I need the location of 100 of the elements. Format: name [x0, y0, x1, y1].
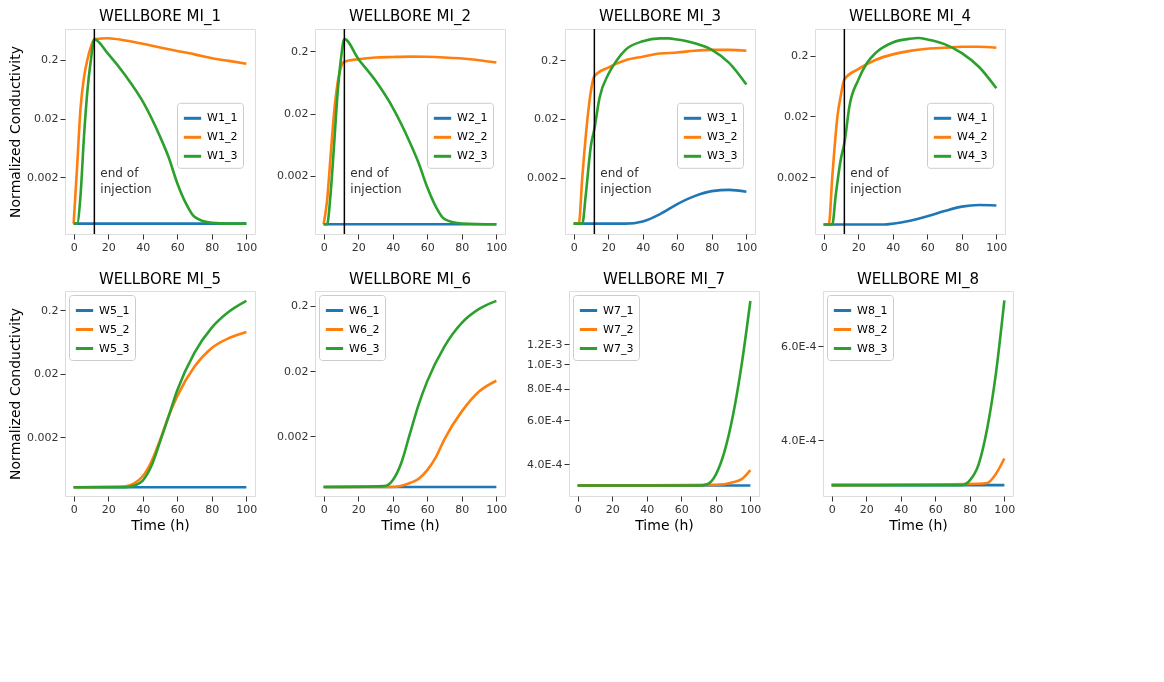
y-tick-label: 6.0E-4: [781, 339, 817, 353]
y-tick-label: 4.0E-4: [527, 457, 563, 471]
x-tick-label: 100: [236, 502, 258, 516]
x-tick-label: 100: [994, 502, 1016, 516]
x-tick-label: 20: [605, 502, 620, 516]
y-axis-title: Normalized Conductivity: [7, 46, 24, 218]
y-tick-label: 6.0E-4: [527, 413, 563, 427]
legend-label: W8_2: [857, 322, 888, 336]
legend-label: W3_2: [707, 130, 738, 144]
x-tick-label: 20: [859, 502, 874, 516]
x-tick-label: 20: [351, 502, 366, 516]
legend-label: W8_3: [857, 341, 888, 355]
ref-line-label: end of injection: [600, 165, 652, 196]
legend-label: W4_1: [957, 111, 988, 125]
x-tick-label: 0: [70, 502, 78, 516]
legend-label: W7_1: [603, 303, 634, 317]
y-tick-label: 0.2: [791, 49, 809, 63]
chart-title: WELLBORE MI_1: [99, 7, 221, 27]
y-tick-label: 0.02: [34, 367, 59, 381]
chart-title: WELLBORE MI_5: [99, 270, 221, 289]
legend-label: W4_3: [957, 149, 988, 163]
chart-title: WELLBORE MI_7: [603, 270, 725, 289]
y-tick-label: 4.0E-4: [781, 433, 817, 447]
y-tick-label: 0.002: [777, 170, 809, 184]
legend-label: W1_2: [207, 130, 238, 144]
x-tick-label: 40: [886, 240, 901, 254]
x-tick-label: 60: [170, 240, 185, 254]
x-tick-label: 40: [894, 502, 909, 516]
y-tick-label: 0.002: [27, 430, 59, 444]
x-tick-label: 0: [574, 502, 582, 516]
legend-label: W3_3: [707, 149, 738, 163]
x-tick-label: 0: [320, 240, 328, 254]
chart-title: WELLBORE MI_2: [349, 7, 471, 27]
x-tick-label: 60: [420, 502, 435, 516]
x-tick-label: 80: [963, 502, 978, 516]
legend-label: W2_2: [457, 130, 488, 144]
legend-label: W2_3: [457, 149, 488, 163]
y-tick-label: 1.2E-3: [527, 337, 563, 351]
x-tick-label: 80: [955, 240, 970, 254]
x-tick-label: 80: [455, 240, 470, 254]
x-tick-label: 100: [986, 240, 1008, 254]
legend-label: W1_3: [207, 149, 238, 163]
x-tick-label: 0: [70, 240, 78, 254]
y-tick-label: 1.0E-3: [527, 357, 563, 371]
y-tick-label: 8.0E-4: [527, 382, 563, 396]
x-tick-label: 60: [674, 502, 689, 516]
y-tick-label: 0.02: [784, 109, 809, 123]
x-tick-label: 80: [205, 240, 220, 254]
y-tick-label: 0.002: [277, 429, 309, 443]
x-tick-label: 100: [486, 240, 508, 254]
x-tick-label: 80: [709, 502, 724, 516]
legend-label: W5_3: [99, 341, 130, 355]
y-tick-label: 0.002: [277, 169, 309, 183]
y-tick-label: 0.02: [284, 364, 309, 378]
x-tick-label: 40: [640, 502, 655, 516]
chart-title: WELLBORE MI_4: [849, 7, 971, 27]
x-axis-title: Time (h): [380, 516, 440, 533]
x-tick-label: 60: [170, 502, 185, 516]
ref-line-label: end of injection: [100, 165, 152, 196]
x-axis-title: Time (h): [634, 516, 694, 533]
chart-title: WELLBORE MI_8: [857, 270, 979, 289]
x-tick-label: 100: [236, 240, 258, 254]
y-tick-label: 0.02: [534, 112, 559, 126]
legend-label: W6_3: [349, 341, 380, 355]
chart-title: WELLBORE MI_6: [349, 270, 471, 289]
x-axis-title: Time (h): [130, 516, 190, 533]
x-tick-label: 60: [920, 240, 935, 254]
legend-label: W6_1: [349, 303, 380, 317]
legend-label: W1_1: [207, 111, 238, 125]
x-tick-label: 100: [486, 502, 508, 516]
x-tick-label: 100: [736, 240, 758, 254]
y-tick-label: 0.2: [41, 303, 59, 317]
x-tick-label: 60: [928, 502, 943, 516]
ref-line-label: end of injection: [850, 165, 902, 196]
x-tick-label: 20: [851, 240, 866, 254]
x-tick-label: 80: [455, 502, 470, 516]
x-tick-label: 40: [386, 240, 401, 254]
x-tick-label: 100: [740, 502, 762, 516]
legend-label: W4_2: [957, 130, 988, 144]
chart-title: WELLBORE MI_3: [599, 7, 721, 27]
legend-label: W7_3: [603, 341, 634, 355]
y-tick-label: 0.2: [41, 53, 59, 67]
x-tick-label: 20: [101, 502, 116, 516]
x-tick-label: 0: [820, 240, 828, 254]
y-tick-label: 0.002: [527, 171, 559, 185]
x-tick-label: 20: [351, 240, 366, 254]
y-tick-label: 0.002: [27, 170, 59, 184]
y-tick-label: 0.2: [291, 299, 309, 313]
x-tick-label: 80: [205, 502, 220, 516]
x-tick-label: 40: [136, 502, 151, 516]
x-tick-label: 40: [136, 240, 151, 254]
legend-label: W5_2: [99, 322, 130, 336]
x-tick-label: 0: [570, 240, 578, 254]
x-tick-label: 20: [601, 240, 616, 254]
y-axis-title: Normalized Conductivity: [7, 308, 24, 480]
y-tick-label: 0.02: [284, 107, 309, 121]
x-axis-title: Time (h): [888, 516, 948, 533]
legend-label: W3_1: [707, 111, 738, 125]
ref-line-label: end of injection: [350, 165, 402, 196]
legend-label: W8_1: [857, 303, 888, 317]
